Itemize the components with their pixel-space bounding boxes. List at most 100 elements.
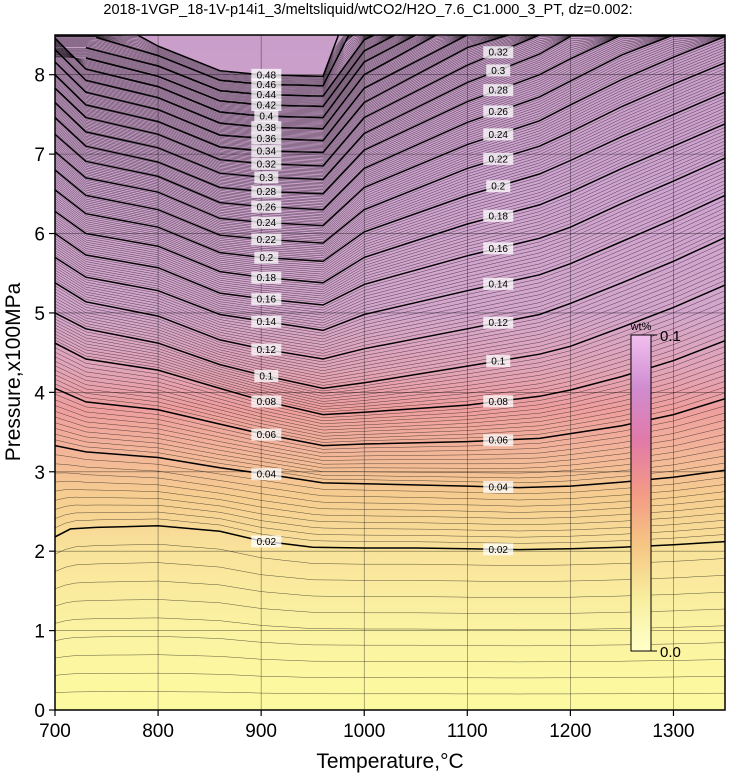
minor-contour-line [55,599,725,615]
minor-contour-line [55,191,725,329]
minor-contour-line [55,68,725,247]
minor-contour-line [55,86,725,258]
contour-label: 0.4 [254,110,279,123]
minor-contour-line [55,399,725,454]
minor-contour-line [55,35,725,78]
colorbar-gradient [630,334,652,652]
minor-contour-line [55,35,725,140]
minor-contour-line [55,151,725,301]
minor-contour-line [55,35,725,186]
minor-contour-line [55,329,725,410]
contour-label-text: 0.12 [257,345,277,356]
contour-label-text: 0.04 [257,470,277,481]
colorbar-max-label: 0.1 [660,328,681,345]
contour-label-text: 0.28 [488,86,508,97]
minor-contour-line [55,35,725,111]
minor-contour-line [55,360,725,428]
contour-label: 0.28 [251,185,282,198]
contour-label-text: 0.36 [257,134,277,145]
minor-contour-line [55,35,725,93]
contour-label-text: 0.04 [488,483,508,494]
minor-contour-line [55,35,725,96]
minor-contour-line [55,379,725,440]
x-axis-label: Temperature,°C [316,750,463,773]
minor-contour-line [55,224,725,351]
minor-contour-line [55,472,725,507]
minor-contour-line [55,35,725,201]
minor-contour-line [55,35,725,132]
minor-contour-line [55,98,725,266]
colorbar-unit: wt% [630,321,652,333]
minor-contour-line [55,35,725,199]
contour-label: 0.02 [251,535,282,548]
minor-contour-line [55,95,725,264]
minor-contour-line [55,374,725,437]
minor-contour-line [55,428,725,474]
minor-contour-line [55,488,725,519]
minor-contour-line [55,411,725,461]
contour-label: 0.2 [254,251,279,264]
x-tick-label: 1000 [343,721,385,742]
contour-label-text: 0.1 [491,357,505,368]
minor-contour-line [55,211,725,343]
major-contour-line [55,62,725,244]
contour-label-text: 0.06 [488,436,508,447]
contour-label-text: 0.02 [488,545,508,556]
contour-label: 0.06 [483,434,514,447]
minor-contour-line [55,422,725,469]
contour-label: 0.32 [251,157,282,170]
minor-contour-line [55,351,725,422]
minor-contour-line [55,35,725,147]
minor-contour-line [55,35,725,126]
major-contour-line [55,35,623,195]
minor-contour-line [55,120,725,281]
minor-contour-line [55,54,725,239]
contour-label: 0.42 [251,99,282,112]
contour-label: 0.44 [251,88,282,101]
minor-contour-line [55,133,725,290]
contour-label: 0.24 [251,216,282,229]
minor-contour-line [55,36,725,225]
minor-contour-line [55,35,725,143]
minor-contour-line [55,307,725,400]
minor-contour-line [55,416,725,465]
minor-contour-line [55,636,725,647]
contour-label-text: 0.44 [257,90,277,101]
minor-contour-line [55,256,725,372]
minor-contour-line [55,242,725,363]
minor-contour-line [55,220,725,348]
minor-contour-line [55,35,725,84]
minor-contour-line [55,35,725,164]
y-tick-label: 7 [34,145,45,166]
minor-contour-line [55,562,725,582]
minor-contour-line [55,35,725,198]
minor-contour-line [55,504,725,532]
contour-label: 0.32 [483,46,514,59]
minor-contour-line [55,35,725,127]
minor-contour-line [55,356,725,425]
x-tick-label: 1200 [549,721,591,742]
colorbar: wt% 0.1 0.0 [630,321,681,661]
x-tick-label: 1300 [652,721,694,742]
contour-label-text: 0.38 [257,123,277,134]
major-contour-line [55,35,417,119]
minor-contour-line [55,110,725,275]
minor-contour-line [55,137,725,292]
minor-contour-line [55,672,725,679]
minor-contour-line [55,199,725,334]
contour-label-text: 0.3 [491,66,505,77]
contour-label-text: 0.22 [488,154,508,165]
minor-contour-line [55,439,725,484]
minor-contour-line [55,35,725,151]
minor-contour-line [55,35,725,222]
minor-contour-line [55,35,725,100]
x-axis: 700 800 900 1000 1100 1200 1300 [39,710,695,742]
contour-label: 0.3 [486,64,511,77]
contour-label: 0.14 [483,277,514,290]
minor-contour-line [55,35,725,152]
contour-label-text: 0.2 [491,182,505,193]
minor-contour-line [55,35,725,85]
contour-label: 0.34 [251,145,282,158]
minor-contour-line [55,35,725,119]
